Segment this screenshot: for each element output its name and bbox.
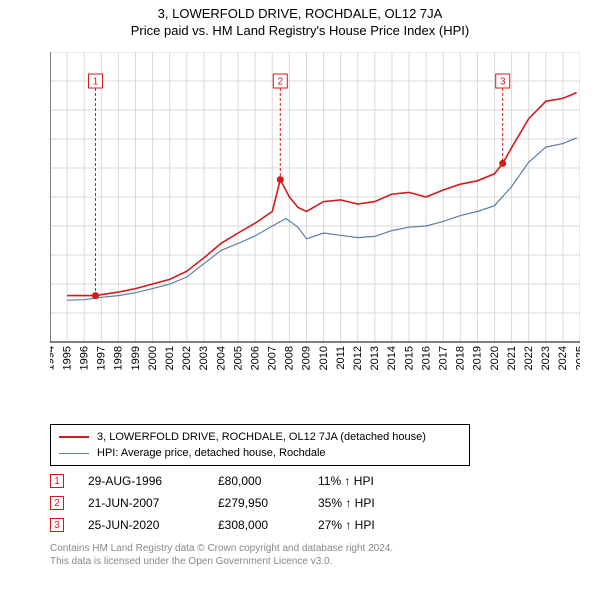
- marker-number: 2: [278, 77, 284, 88]
- marker-dot: [277, 176, 284, 183]
- xtick-label: 1998: [113, 346, 125, 370]
- xtick-label: 1995: [61, 346, 73, 370]
- events-table: 1 29-AUG-1996£80,00011% ↑ HPI 2 21-JUN-2007…: [50, 470, 428, 536]
- xtick-label: 2014: [386, 346, 398, 370]
- xtick-label: 1997: [96, 346, 108, 370]
- event-number: 3: [50, 518, 64, 532]
- legend-item: 3, LOWERFOLD DRIVE, ROCHDALE, OL12 7JA (…: [59, 429, 461, 445]
- xtick-label: 2001: [164, 346, 176, 370]
- legend-label: HPI: Average price, detached house, Roch…: [97, 447, 326, 459]
- event-price: £308,000: [218, 518, 318, 532]
- legend-swatch: [59, 453, 89, 454]
- event-hpi: 35% ↑ HPI: [318, 496, 428, 510]
- xtick-label: 2023: [540, 346, 552, 370]
- title-main: 3, LOWERFOLD DRIVE, ROCHDALE, OL12 7JA: [0, 6, 600, 21]
- chart-titles: 3, LOWERFOLD DRIVE, ROCHDALE, OL12 7JA P…: [0, 0, 600, 38]
- footer-line1: Contains HM Land Registry data © Crown c…: [50, 542, 393, 555]
- xtick-label: 2025: [574, 346, 580, 370]
- event-price: £80,000: [218, 474, 318, 488]
- xtick-label: 2002: [181, 346, 193, 370]
- xtick-label: 1996: [78, 346, 90, 370]
- legend-item: HPI: Average price, detached house, Roch…: [59, 445, 461, 461]
- marker-dot: [92, 292, 99, 299]
- xtick-label: 2000: [147, 346, 159, 370]
- event-number: 1: [50, 474, 64, 488]
- xtick-label: 2004: [215, 346, 227, 370]
- marker-dot: [499, 160, 506, 167]
- legend-swatch: [59, 436, 89, 438]
- xtick-label: 2012: [352, 346, 364, 370]
- title-sub: Price paid vs. HM Land Registry's House …: [0, 23, 600, 38]
- event-date: 21-JUN-2007: [88, 496, 218, 510]
- event-price: £279,950: [218, 496, 318, 510]
- xtick-label: 2013: [369, 346, 381, 370]
- xtick-label: 2005: [232, 346, 244, 370]
- event-date: 29-AUG-1996: [88, 474, 218, 488]
- xtick-label: 2021: [506, 346, 518, 370]
- event-number: 2: [50, 496, 64, 510]
- event-row: 2 21-JUN-2007£279,95035% ↑ HPI: [50, 492, 428, 514]
- xtick-label: 2010: [318, 346, 330, 370]
- event-date: 25-JUN-2020: [88, 518, 218, 532]
- xtick-label: 2019: [472, 346, 484, 370]
- xtick-label: 2006: [249, 346, 261, 370]
- xtick-label: 2009: [301, 346, 313, 370]
- xtick-label: 2007: [267, 346, 279, 370]
- xtick-label: 2015: [403, 346, 415, 370]
- chart-area: £0£50K£100K£150K£200K£250K£300K£350K£400…: [50, 52, 580, 372]
- event-hpi: 27% ↑ HPI: [318, 518, 428, 532]
- xtick-label: 2003: [198, 346, 210, 370]
- xtick-label: 2018: [455, 346, 467, 370]
- xtick-label: 2016: [420, 346, 432, 370]
- marker-number: 3: [500, 77, 506, 88]
- footer-attribution: Contains HM Land Registry data © Crown c…: [50, 542, 393, 568]
- xtick-label: 1999: [130, 346, 142, 370]
- event-row: 1 29-AUG-1996£80,00011% ↑ HPI: [50, 470, 428, 492]
- event-row: 3 25-JUN-2020£308,00027% ↑ HPI: [50, 514, 428, 536]
- legend-label: 3, LOWERFOLD DRIVE, ROCHDALE, OL12 7JA (…: [97, 431, 426, 443]
- series-price_paid: [67, 93, 576, 296]
- footer-line2: This data is licensed under the Open Gov…: [50, 555, 393, 568]
- xtick-label: 2022: [523, 346, 535, 370]
- xtick-label: 2011: [335, 346, 347, 370]
- xtick-label: 2008: [284, 346, 296, 370]
- xtick-label: 2024: [557, 346, 569, 370]
- xtick-label: 2017: [438, 346, 450, 370]
- event-hpi: 11% ↑ HPI: [318, 474, 428, 488]
- marker-number: 1: [93, 77, 99, 88]
- xtick-label: 2020: [489, 346, 501, 370]
- legend: 3, LOWERFOLD DRIVE, ROCHDALE, OL12 7JA (…: [50, 424, 470, 466]
- xtick-label: 1994: [50, 346, 56, 370]
